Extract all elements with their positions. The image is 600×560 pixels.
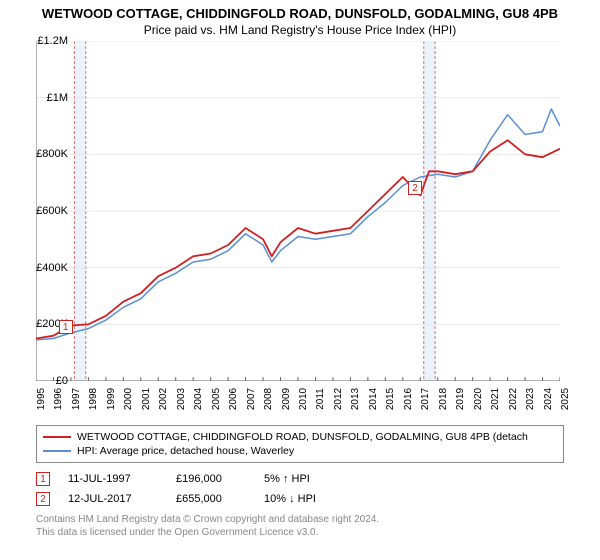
chart-subtitle: Price paid vs. HM Land Registry's House … [0,21,600,41]
annotation-table: 1 11-JUL-1997 £196,000 5% ↑ HPI 2 12-JUL-2017… [36,469,564,509]
y-axis-label: £800K [32,148,68,160]
x-axis-label: 2013 [350,388,361,410]
x-axis-label: 2011 [315,388,326,410]
x-axis-label: 2016 [403,388,414,410]
x-axis-label: 2019 [455,388,466,410]
x-axis-label: 2005 [211,388,222,410]
annotation-date: 12-JUL-2017 [68,493,158,505]
x-axis-label: 2024 [543,388,554,410]
x-axis-label: 2010 [298,388,309,410]
annotation-row: 1 11-JUL-1997 £196,000 5% ↑ HPI [36,469,564,489]
chart-annotation-marker: 1 [59,320,73,334]
y-axis-label: £600K [32,205,68,217]
x-axis-label: 2025 [560,388,571,410]
x-axis-label: 2003 [176,388,187,410]
annotation-marker: 1 [36,472,50,486]
x-axis-label: 2012 [333,388,344,410]
x-axis-label: 2001 [141,388,152,410]
x-axis-label: 2002 [158,388,169,410]
y-axis-label: £0 [32,375,68,387]
license-text: Contains HM Land Registry data © Crown c… [36,513,564,539]
y-axis-label: £1.2M [32,35,68,47]
x-axis-label: 2000 [123,388,134,410]
chart-annotation-marker: 2 [408,181,422,195]
line-chart [36,41,560,381]
x-axis-label: 1997 [71,388,82,410]
x-axis-label: 2006 [228,388,239,410]
x-axis-label: 2018 [438,388,449,410]
legend: WETWOOD COTTAGE, CHIDDINGFOLD ROAD, DUNS… [36,425,564,463]
x-axis-label: 2017 [420,388,431,410]
legend-swatch [43,436,71,438]
annotation-row: 2 12-JUL-2017 £655,000 10% ↓ HPI [36,489,564,509]
x-axis-label: 2007 [246,388,257,410]
annotation-price: £655,000 [176,493,246,505]
annotation-marker: 2 [36,492,50,506]
x-axis-label: 2022 [508,388,519,410]
legend-swatch [43,450,71,452]
x-axis-label: 2023 [525,388,536,410]
chart-area: £0£200K£400K£600K£800K£1M£1.2M 199519961… [36,41,596,421]
x-axis-label: 2008 [263,388,274,410]
y-axis-label: £1M [32,92,68,104]
annotation-diff: 10% ↓ HPI [264,493,354,505]
x-axis-label: 1996 [53,388,64,410]
license-line-1: Contains HM Land Registry data © Crown c… [36,513,564,526]
y-axis-label: £400K [32,262,68,274]
legend-label: HPI: Average price, detached house, Wave… [77,445,294,457]
x-axis-label: 2009 [281,388,292,410]
x-axis-label: 1995 [36,388,47,410]
chart-title: WETWOOD COTTAGE, CHIDDINGFOLD ROAD, DUNS… [0,0,600,21]
annotation-diff: 5% ↑ HPI [264,473,354,485]
annotation-price: £196,000 [176,473,246,485]
x-axis-label: 1998 [88,388,99,410]
x-axis-label: 2004 [193,388,204,410]
x-axis-label: 2014 [368,388,379,410]
annotation-date: 11-JUL-1997 [68,473,158,485]
x-axis-label: 2020 [473,388,484,410]
legend-item: WETWOOD COTTAGE, CHIDDINGFOLD ROAD, DUNS… [43,430,557,444]
x-axis-label: 1999 [106,388,117,410]
legend-label: WETWOOD COTTAGE, CHIDDINGFOLD ROAD, DUNS… [77,431,528,443]
x-axis-label: 2015 [385,388,396,410]
x-axis-label: 2021 [490,388,501,410]
legend-item: HPI: Average price, detached house, Wave… [43,444,557,458]
license-line-2: This data is licensed under the Open Gov… [36,526,564,539]
